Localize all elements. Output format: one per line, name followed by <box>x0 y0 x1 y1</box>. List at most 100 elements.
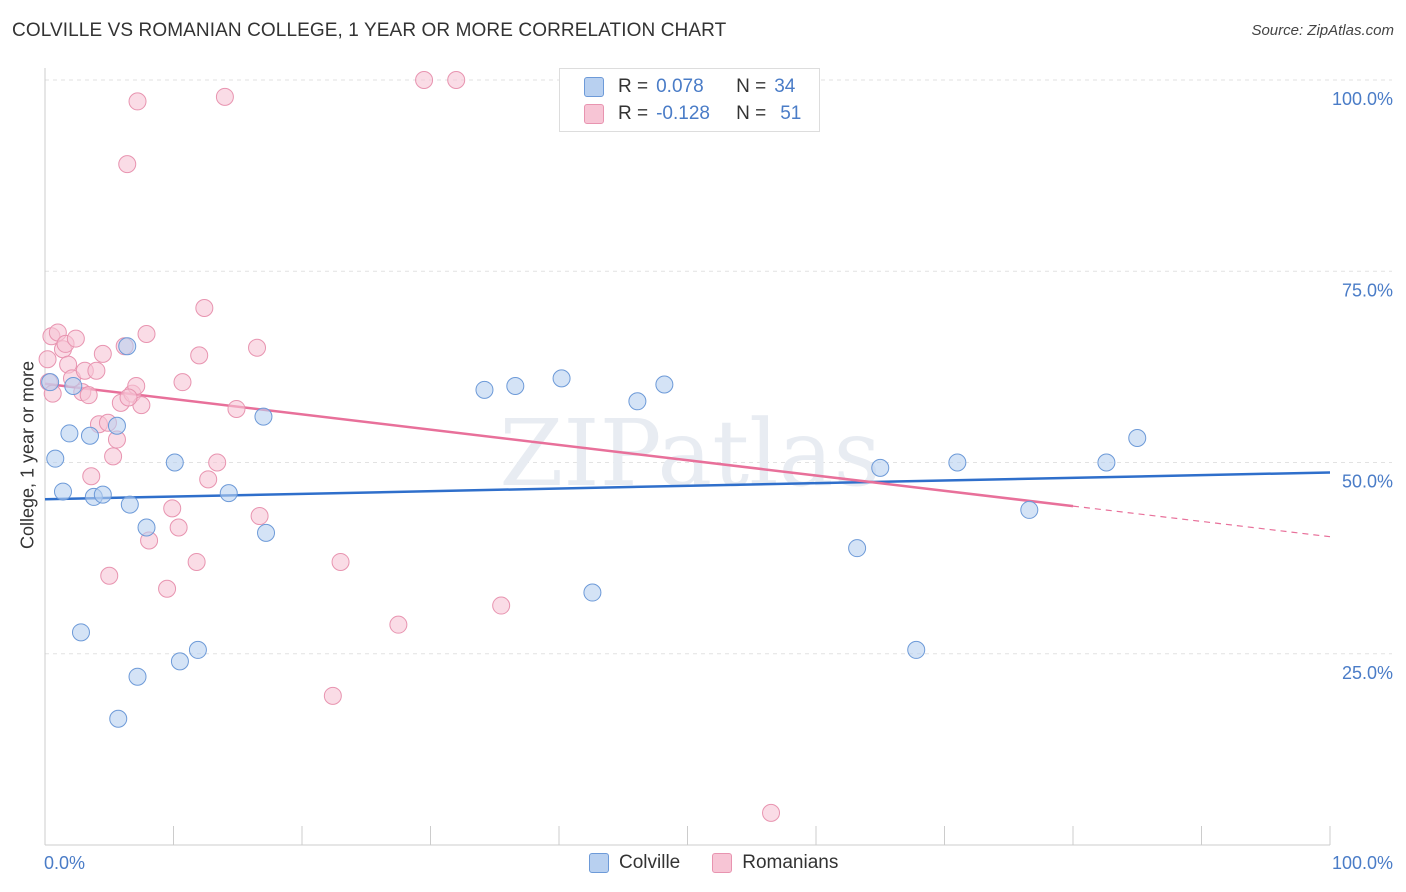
romanians-point <box>79 386 98 405</box>
romanians-point <box>187 552 206 571</box>
romanians-point <box>100 566 119 585</box>
romanians-point <box>137 324 156 343</box>
colville-point <box>188 640 207 659</box>
colville-point <box>170 652 189 671</box>
colville-point <box>506 377 525 395</box>
romanians-trend-extension <box>1072 505 1331 538</box>
series-legend: Colville Romanians <box>589 852 870 874</box>
legend-label-colville: Colville <box>619 852 681 873</box>
data-points <box>38 71 1147 822</box>
romanians-point <box>199 470 218 489</box>
romanians-point <box>208 453 227 472</box>
watermark: ZIPatlas <box>499 400 880 507</box>
legend-swatch-romanians <box>712 853 733 873</box>
romanians-point <box>169 518 188 537</box>
romanians-point <box>128 92 147 111</box>
x-tick-label: 100.0% <box>1332 853 1393 873</box>
romanians-point <box>195 298 214 317</box>
colville-point <box>80 426 99 445</box>
romanians-point <box>38 350 57 369</box>
romanians-point <box>119 388 138 407</box>
colville-point <box>628 392 647 411</box>
romanians-point <box>250 507 269 526</box>
romanians-point <box>93 344 112 363</box>
legend-n-value: 34 <box>774 76 796 97</box>
colville-point <box>257 523 276 542</box>
colville-point <box>93 485 112 504</box>
legend-swatch-colville <box>589 853 609 873</box>
romanians-point <box>215 87 234 106</box>
romanians-point <box>389 615 408 634</box>
legend-r-label: R = <box>618 76 649 97</box>
romanians-point <box>415 71 434 89</box>
colville-point <box>46 449 65 468</box>
legend-swatch-colville <box>584 77 604 97</box>
romanians-point <box>66 329 85 348</box>
legend-swatch-romanians <box>584 104 604 124</box>
romanians-point <box>190 346 209 365</box>
romanians-point <box>87 361 106 380</box>
colville-point <box>109 709 128 728</box>
colville-point <box>118 337 137 356</box>
romanians-trend-line <box>44 382 1074 508</box>
colville-point <box>948 453 967 472</box>
y-tick-label: 25.0% <box>1342 663 1393 683</box>
colville-point <box>552 369 571 388</box>
romanians-point <box>762 803 781 822</box>
colville-point <box>1097 453 1116 472</box>
legend-n-label: N = <box>736 76 767 97</box>
colville-point <box>60 424 79 443</box>
romanians-point <box>118 155 137 174</box>
colville-point <box>1020 500 1039 519</box>
y-tick-label: 75.0% <box>1342 280 1393 300</box>
y-tick-label: 100.0% <box>1332 89 1393 109</box>
romanians-point <box>104 447 123 466</box>
legend-row-colville: R = 0.078 N = 34 <box>584 75 795 99</box>
romanians-point <box>227 399 246 418</box>
grid-lines <box>45 79 1392 655</box>
legend-n-value: 51 <box>780 103 802 124</box>
colville-point <box>128 667 147 686</box>
legend-r-label: R = <box>618 103 649 124</box>
tick-labels: 25.0% 50.0% 75.0% 100.0% 0.0% 100.0% <box>44 89 1393 873</box>
x-tick-label: 0.0% <box>44 853 85 873</box>
y-tick-label: 50.0% <box>1342 472 1393 492</box>
colville-point <box>71 623 90 642</box>
chart-title: COLVILLE VS ROMANIAN COLLEGE, 1 YEAR OR … <box>12 20 727 41</box>
colville-point <box>107 416 126 435</box>
romanians-point <box>158 579 177 598</box>
romanians-point <box>248 338 267 357</box>
colville-point <box>655 375 674 394</box>
colville-point <box>64 377 83 395</box>
colville-trend-line <box>44 471 1331 501</box>
legend-r-value: 0.078 <box>656 76 704 97</box>
colville-point <box>475 380 494 399</box>
trend-lines <box>44 382 1331 538</box>
colville-point <box>41 373 60 392</box>
colville-point <box>1128 429 1147 448</box>
romanians-point <box>82 467 101 486</box>
legend-item-romanians: Romanians <box>712 852 838 874</box>
romanians-point <box>447 71 466 89</box>
romanians-point <box>331 552 350 571</box>
romanians-point <box>173 373 192 392</box>
axes <box>44 68 1331 846</box>
colville-point <box>120 495 139 514</box>
legend-label-romanians: Romanians <box>742 852 839 873</box>
romanians-point <box>163 499 182 518</box>
source-label: Source: ZipAtlas.com <box>1251 22 1394 39</box>
colville-point <box>219 484 238 503</box>
romanians-point <box>323 686 342 705</box>
romanians-point <box>492 596 511 615</box>
colville-point <box>53 482 72 501</box>
colville-point <box>848 539 867 558</box>
colville-point <box>871 458 890 477</box>
colville-point <box>137 518 156 537</box>
legend-row-romanians: R = -0.128 N = 51 <box>584 102 801 126</box>
colville-point <box>165 453 184 472</box>
legend-n-label: N = <box>736 103 767 124</box>
stats-legend: R = 0.078 N = 34 R = -0.128 N = 51 <box>559 68 820 132</box>
colville-point <box>583 583 602 602</box>
colville-point <box>907 640 926 659</box>
